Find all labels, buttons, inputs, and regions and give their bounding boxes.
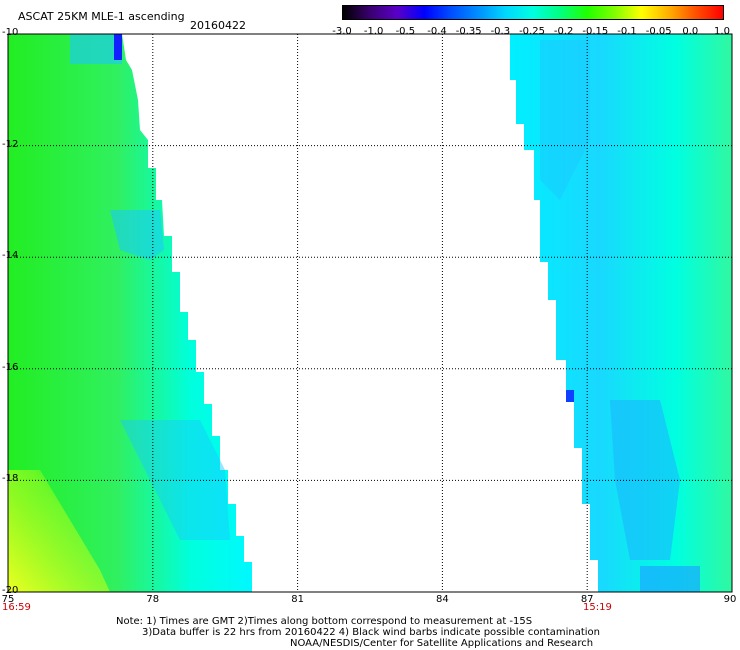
colorbar-label: 1.0 — [714, 26, 730, 37]
colorbar-label: -3.0 — [332, 26, 352, 37]
colorbar-label: -0.3 — [490, 26, 511, 37]
x-tick-label: 84 — [436, 594, 449, 605]
x-tick-label: 78 — [146, 594, 160, 605]
colorbar-label: -0.25 — [519, 26, 545, 37]
y-tick-label: -16 — [2, 361, 19, 373]
left-swath-blue-patch — [110, 210, 164, 260]
time-right: 15:19 — [583, 602, 612, 613]
y-tick-label: -18 — [2, 473, 19, 485]
map-title: ASCAT 25KM MLE-1 ascending — [18, 10, 185, 23]
note-line-3: NOAA/NESDIS/Center for Satellite Applica… — [290, 638, 594, 649]
time-left: 16:59 — [2, 602, 31, 613]
map-date: 20160422 — [190, 19, 246, 32]
x-tick-label: 81 — [291, 594, 304, 605]
colorbar-label: -1.0 — [363, 26, 384, 37]
colorbar-label: -0.5 — [395, 26, 416, 37]
colorbar-label: -0.35 — [455, 26, 482, 37]
right-swath-bottom-patch — [640, 566, 700, 592]
y-tick-label: -14 — [2, 250, 19, 262]
right-swath-dark-pixel — [566, 390, 574, 402]
note-line-2: 3)Data buffer is 22 hrs from 20160422 4)… — [142, 627, 600, 638]
x-tick-label: 87 — [580, 594, 594, 605]
map-frame — [7, 33, 733, 593]
left-swath-yellow — [8, 470, 110, 592]
graticule — [8, 34, 732, 592]
left-swath-blue-patch-2 — [120, 420, 230, 540]
y-tick-label: -20 — [2, 585, 19, 596]
x-tick-label: 75 — [1, 594, 15, 605]
y-tick-label: -10 — [2, 27, 19, 38]
colorbar-label: -0.1 — [617, 26, 637, 37]
colorbar-label: -0.2 — [553, 26, 574, 37]
x-tick-label: 90 — [723, 594, 737, 605]
left-swath-top-patch — [70, 34, 122, 64]
y-tick-label: -12 — [2, 138, 19, 150]
note-line-1: Note: 1) Times are GMT 2)Times along bot… — [116, 616, 533, 627]
colorbar — [342, 5, 724, 20]
colorbar-label: 0.0 — [682, 26, 699, 37]
colorbar-label: -0.15 — [582, 26, 609, 37]
right-swath-blue-patch-2 — [540, 40, 590, 200]
colorbar-label: -0.4 — [427, 26, 447, 37]
colorbar-label: -0.05 — [645, 26, 672, 37]
left-swath-dark-pixel — [114, 34, 122, 60]
left-swath — [8, 34, 252, 592]
